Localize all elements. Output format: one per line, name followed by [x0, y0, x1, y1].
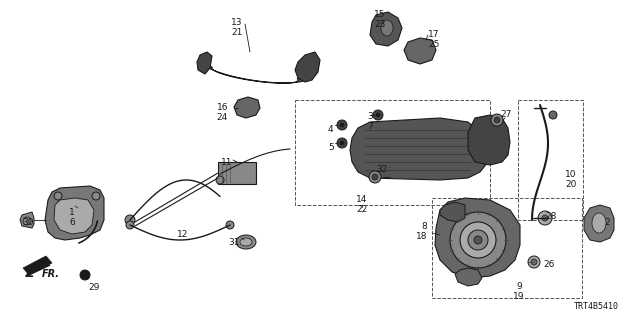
Bar	[518, 100, 583, 220]
Polygon shape	[404, 38, 436, 64]
Bar	[295, 100, 490, 205]
Text: 5: 5	[328, 143, 333, 152]
Circle shape	[531, 259, 537, 265]
Text: 9
19: 9 19	[513, 282, 525, 301]
Circle shape	[376, 113, 380, 117]
Circle shape	[460, 222, 496, 258]
Polygon shape	[54, 198, 94, 234]
Ellipse shape	[240, 238, 252, 246]
Polygon shape	[350, 118, 488, 180]
Polygon shape	[45, 186, 104, 240]
Text: 1
6: 1 6	[69, 208, 75, 227]
Circle shape	[125, 215, 135, 225]
Text: 13
21: 13 21	[231, 18, 243, 37]
Ellipse shape	[381, 20, 393, 36]
Text: 10
20: 10 20	[565, 170, 577, 189]
Circle shape	[494, 117, 500, 123]
Text: 30: 30	[22, 218, 33, 227]
Text: 4: 4	[328, 125, 333, 134]
Polygon shape	[455, 268, 482, 286]
Circle shape	[337, 138, 347, 148]
Polygon shape	[23, 256, 52, 275]
Text: 16
24: 16 24	[216, 103, 228, 122]
Circle shape	[369, 171, 381, 183]
Polygon shape	[468, 115, 510, 165]
Circle shape	[216, 176, 224, 184]
Circle shape	[542, 215, 548, 221]
Text: TRT4B5410: TRT4B5410	[574, 302, 619, 311]
Text: 12: 12	[177, 230, 189, 239]
Circle shape	[372, 174, 378, 180]
Circle shape	[373, 110, 383, 120]
Text: 32: 32	[376, 165, 387, 174]
Ellipse shape	[592, 213, 606, 233]
Circle shape	[340, 123, 344, 127]
Text: 8
18: 8 18	[415, 222, 427, 241]
Ellipse shape	[236, 235, 256, 249]
Text: 31: 31	[228, 238, 240, 247]
Circle shape	[538, 211, 552, 225]
Bar	[218, 162, 256, 184]
Text: 11: 11	[221, 158, 233, 167]
Circle shape	[549, 111, 557, 119]
Circle shape	[468, 230, 488, 250]
Polygon shape	[370, 12, 402, 46]
Circle shape	[337, 120, 347, 130]
Polygon shape	[200, 59, 310, 83]
Circle shape	[491, 114, 503, 126]
Circle shape	[450, 212, 506, 268]
Text: 27: 27	[500, 110, 511, 119]
Polygon shape	[435, 198, 520, 278]
Polygon shape	[584, 205, 614, 242]
Text: 28: 28	[545, 212, 556, 221]
Text: 17
25: 17 25	[428, 30, 440, 49]
Circle shape	[126, 221, 134, 229]
Circle shape	[474, 236, 482, 244]
Circle shape	[226, 221, 234, 229]
Polygon shape	[20, 212, 34, 228]
Circle shape	[92, 192, 100, 200]
Circle shape	[528, 256, 540, 268]
Circle shape	[340, 141, 344, 145]
Text: 2: 2	[604, 218, 610, 227]
Circle shape	[80, 270, 90, 280]
Text: FR.: FR.	[42, 269, 60, 279]
Text: 29: 29	[88, 283, 99, 292]
Circle shape	[54, 192, 62, 200]
Text: 26: 26	[543, 260, 554, 269]
Polygon shape	[234, 97, 260, 118]
Polygon shape	[295, 52, 320, 82]
Polygon shape	[440, 202, 465, 222]
Polygon shape	[197, 52, 212, 74]
Text: 3
7: 3 7	[367, 112, 372, 131]
Text: 15
23: 15 23	[374, 10, 386, 29]
Bar	[432, 198, 582, 298]
Text: 14
22: 14 22	[356, 195, 368, 214]
